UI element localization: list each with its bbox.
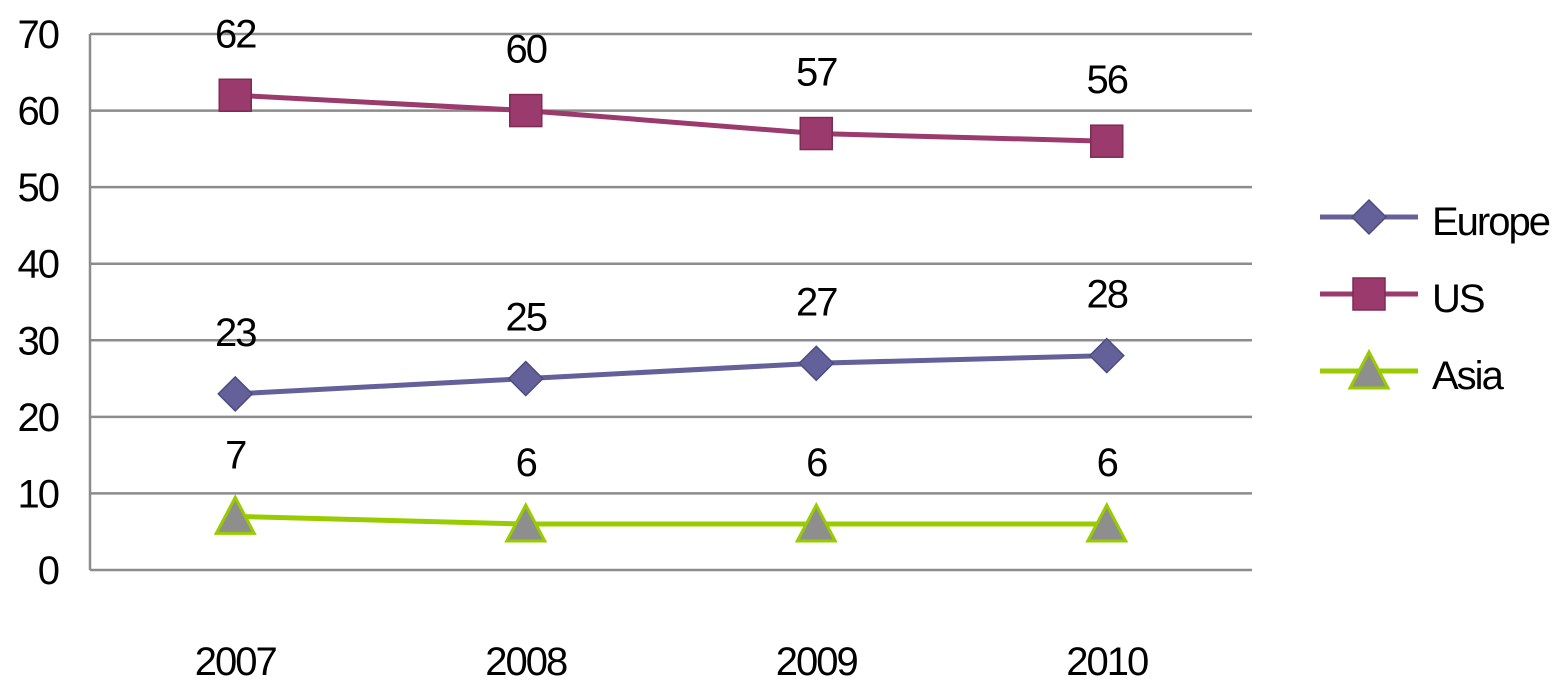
legend-marker-us bbox=[1352, 277, 1386, 311]
series-line-asia bbox=[235, 513, 1107, 527]
x-tick-label: 2008 bbox=[485, 640, 567, 682]
data-point-asia bbox=[504, 501, 548, 543]
data-point-asia bbox=[1085, 501, 1129, 543]
series-asia bbox=[213, 494, 1129, 543]
data-point-us bbox=[218, 78, 252, 113]
legend-label: Europe bbox=[1432, 200, 1550, 244]
data-label-asia: 6 bbox=[516, 441, 537, 485]
series-us bbox=[218, 78, 1124, 158]
y-tick-label: 70 bbox=[18, 13, 59, 57]
legend: Europe US Asia bbox=[1320, 198, 1552, 398]
x-tick-label: 2007 bbox=[195, 640, 277, 682]
legend-marker-europe bbox=[1350, 198, 1388, 236]
data-point-europe bbox=[507, 360, 544, 397]
data-point-us bbox=[799, 116, 833, 151]
y-tick-label: 40 bbox=[18, 243, 59, 287]
data-point-europe bbox=[1088, 337, 1125, 374]
data-label-us: 62 bbox=[215, 12, 256, 56]
data-label-asia: 6 bbox=[1097, 441, 1118, 485]
data-point-europe bbox=[217, 375, 254, 412]
x-tick-label: 2010 bbox=[1066, 640, 1148, 682]
y-tick-label: 20 bbox=[18, 396, 59, 440]
y-tick-label: 0 bbox=[38, 549, 59, 593]
y-tick-label: 30 bbox=[18, 319, 59, 363]
y-tick-label: 50 bbox=[18, 166, 59, 210]
data-label-europe: 23 bbox=[215, 311, 256, 355]
series-europe bbox=[217, 337, 1125, 412]
data-label-europe: 27 bbox=[796, 280, 837, 324]
data-label-europe: 28 bbox=[1087, 273, 1128, 317]
legend-item-us: US bbox=[1320, 277, 1486, 321]
data-label-asia: 7 bbox=[225, 433, 246, 477]
data-point-us bbox=[509, 93, 543, 128]
legend-item-asia: Asia bbox=[1320, 348, 1507, 398]
legend-label: Asia bbox=[1432, 354, 1505, 398]
data-label-us: 56 bbox=[1087, 58, 1128, 102]
data-label-us: 60 bbox=[506, 28, 547, 72]
data-point-asia bbox=[213, 494, 257, 535]
series-group bbox=[213, 78, 1129, 543]
data-label-us: 57 bbox=[796, 51, 837, 95]
data-point-us bbox=[1090, 124, 1124, 158]
axes: 0 10 20 30 40 50 60 70 2007 2008 2009 2010 bbox=[18, 13, 1252, 684]
y-tick-label: 60 bbox=[18, 90, 59, 134]
data-label-europe: 25 bbox=[506, 296, 547, 340]
legend-label: US bbox=[1432, 277, 1484, 321]
series-line-us bbox=[235, 92, 1107, 144]
data-point-europe bbox=[798, 345, 835, 382]
legend-item-europe: Europe bbox=[1320, 198, 1552, 244]
series-line-europe bbox=[235, 353, 1107, 397]
gridlines bbox=[90, 32, 1252, 495]
legend-marker-asia bbox=[1347, 348, 1391, 390]
data-labels: 23 25 27 28 62 60 57 56 7 6 6 6 bbox=[215, 12, 1130, 485]
y-tick-label: 10 bbox=[18, 472, 59, 516]
x-tick-label: 2009 bbox=[776, 640, 858, 682]
data-label-asia: 6 bbox=[806, 441, 827, 485]
data-point-asia bbox=[794, 501, 838, 543]
